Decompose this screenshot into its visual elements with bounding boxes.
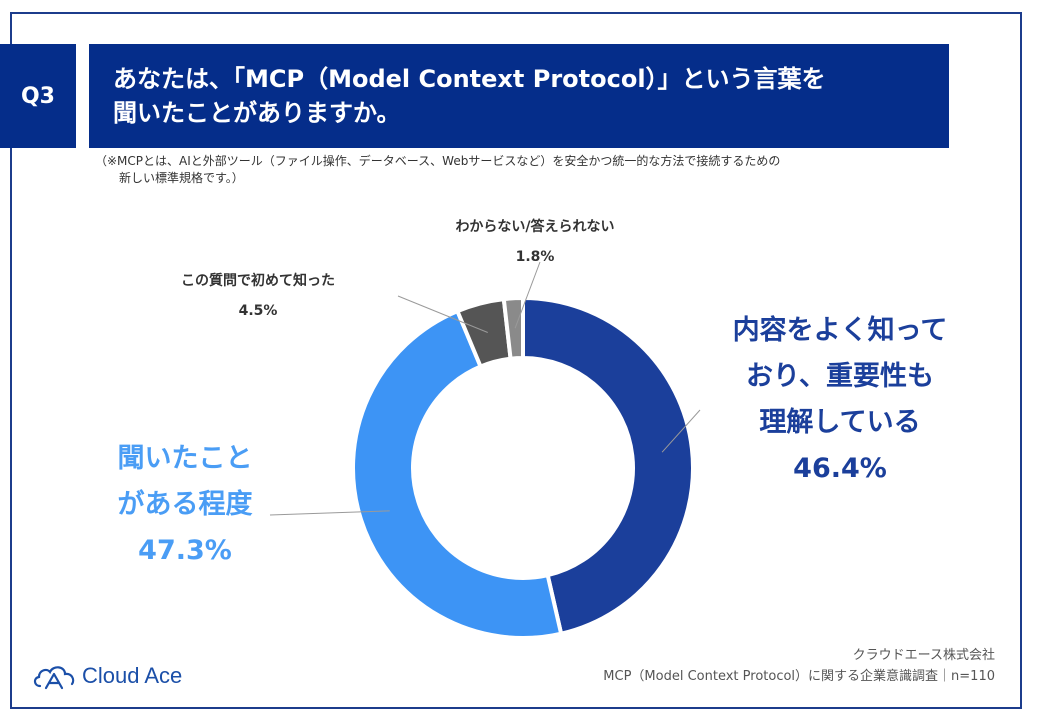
logo-text: Cloud Ace [82, 663, 183, 688]
leader-line [397, 295, 488, 333]
leader-lines [269, 261, 701, 516]
slice-label-line: この質問で初めて知った [181, 273, 335, 289]
question-title-line-2: 聞いたことがありますか。 [113, 99, 401, 127]
definition-note: （※MCPとは、AIと外部ツール（ファイル操作、データベース、Webサービスなど… [95, 153, 995, 187]
slide-frame [10, 12, 1022, 709]
slice-unknown [501, 295, 525, 361]
slice-heard [351, 308, 564, 640]
slice-value: 4.5% [238, 303, 278, 319]
slice-label-line: 内容をよく知って [732, 315, 948, 346]
slice-well-known [521, 295, 695, 637]
slice-label-well-known: 内容をよく知って おり、重要性も 理解している 46.4% [700, 308, 980, 492]
source-footer: クラウドエース株式会社 MCP（Model Context Protocol）に… [603, 645, 995, 687]
note-line-1: （※MCPとは、AIと外部ツール（ファイル操作、データベース、Webサービスなど… [95, 154, 781, 168]
slice-label-line: 聞いたこと [117, 443, 253, 474]
slice-label-line: おり、重要性も [746, 361, 934, 392]
slice-label-line: わからない/答えられない [455, 219, 615, 235]
slice-value: 1.8% [515, 249, 555, 265]
slice-value: 47.3% [138, 535, 232, 566]
slice-label-first-time: この質問で初めて知った 4.5% [146, 266, 370, 326]
slice-label-line: がある程度 [117, 489, 253, 520]
question-title-line-1: あなたは、「MCP（Model Context Protocol）」という言葉を [113, 65, 826, 93]
leader-line [661, 409, 701, 453]
slice-label-heard: 聞いたこと がある程度 47.3% [80, 436, 290, 574]
note-line-2: 新しい標準規格です。） [119, 171, 244, 185]
leader-line [514, 261, 541, 329]
cloud-icon [33, 666, 75, 690]
slice-label-line: 理解している [759, 407, 921, 438]
question-badge: Q3 [0, 44, 76, 148]
slice-label-unknown: わからない/答えられない 1.8% [420, 212, 650, 272]
donut-slices [351, 295, 695, 640]
question-title: あなたは、「MCP（Model Context Protocol）」という言葉を… [89, 44, 949, 148]
company-logo: Cloud Ace [32, 660, 182, 692]
leader-line [269, 510, 390, 516]
footer-company: クラウドエース株式会社 [852, 648, 995, 663]
footer-survey: MCP（Model Context Protocol）に関する企業意識調査｜n=… [603, 669, 995, 684]
slice-value: 46.4% [793, 453, 887, 484]
